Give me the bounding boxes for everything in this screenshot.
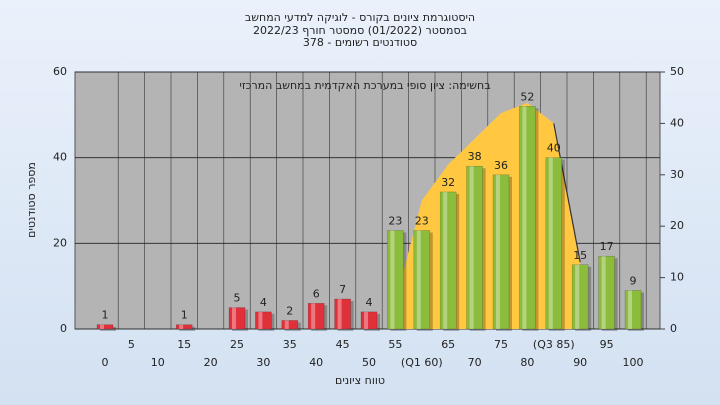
x-tick-label: 25 <box>230 338 244 351</box>
bar <box>334 298 351 330</box>
y2-tick-label: 0 <box>670 322 677 335</box>
data-label: 6 <box>313 287 320 300</box>
x-tick-label: 5 <box>128 338 135 351</box>
data-label: 5 <box>234 292 241 305</box>
x-tick-label: 90 <box>573 356 587 369</box>
x-tick-label: 65 <box>441 338 455 351</box>
bar <box>571 264 589 330</box>
bar <box>96 324 114 330</box>
bar-highlight <box>575 264 580 329</box>
data-label: 9 <box>630 274 637 287</box>
bar-highlight <box>232 307 236 329</box>
bar-highlight <box>337 299 342 329</box>
chart-title: היסטוגרמת ציונים בקורס - לוגיקה למדעי המ… <box>245 11 475 24</box>
bar <box>413 230 431 330</box>
bar-highlight <box>443 191 448 329</box>
x-axis-label: טווח ציונים <box>335 374 385 387</box>
area-edge <box>553 123 581 263</box>
bar <box>387 230 404 330</box>
data-label: 17 <box>600 240 614 253</box>
x-tick-label: 75 <box>494 338 508 351</box>
data-label: 4 <box>260 296 267 309</box>
y2-tick-label: 30 <box>670 168 684 181</box>
data-label: 1 <box>102 309 109 322</box>
bar <box>255 311 272 330</box>
x-tick-label: 45 <box>336 338 350 351</box>
bar-highlight <box>179 324 184 329</box>
y2-tick-label: 20 <box>670 219 684 232</box>
data-label: 36 <box>494 159 508 172</box>
bar-highlight <box>364 311 368 329</box>
bar-highlight <box>522 106 527 330</box>
x-tick-label: 50 <box>362 356 376 369</box>
x-tick-label: (Q1 60) <box>401 356 443 369</box>
data-label: 15 <box>573 249 587 262</box>
bar-highlight <box>284 320 289 329</box>
data-label: 1 <box>181 309 188 322</box>
chart-subtitle: סטודנטים רשומים - 378 <box>303 36 417 49</box>
x-tick-label: 0 <box>102 356 109 369</box>
bar-highlight <box>100 324 104 329</box>
bar-highlight <box>601 256 606 329</box>
bar-highlight <box>548 157 553 329</box>
x-tick-label: 40 <box>309 356 323 369</box>
data-label: 52 <box>520 90 534 103</box>
y-tick-label: 20 <box>53 236 67 249</box>
bar <box>598 255 615 330</box>
bar <box>175 324 193 330</box>
y2-tick-label: 40 <box>670 116 684 129</box>
bar-highlight <box>496 174 500 329</box>
y2-tick-label: 50 <box>670 65 684 78</box>
bar <box>545 157 563 330</box>
x-tick-label: 35 <box>283 338 297 351</box>
bar <box>360 311 378 330</box>
bar <box>466 165 483 330</box>
x-tick-label: 30 <box>256 356 270 369</box>
bar <box>307 303 325 330</box>
x-tick-label: (Q3 85) <box>533 338 575 351</box>
data-label: 23 <box>415 214 429 227</box>
bar-highlight <box>311 303 316 329</box>
bar <box>439 191 457 330</box>
data-label: 4 <box>366 296 373 309</box>
x-tick-label: 95 <box>600 338 614 351</box>
chart-subtitle: בסמסטר (01/2022) סמסטר חורף 2022/23 <box>253 24 467 37</box>
data-label: 38 <box>468 150 482 163</box>
data-label: 40 <box>547 142 561 155</box>
data-label: 32 <box>441 176 455 189</box>
bar <box>228 307 246 330</box>
y2-tick-label: 10 <box>670 271 684 284</box>
y-tick-label: 60 <box>53 65 67 78</box>
bar-highlight <box>390 230 395 329</box>
x-tick-label: 100 <box>623 356 644 369</box>
y-tick-label: 40 <box>53 151 67 164</box>
data-label: 2 <box>286 304 293 317</box>
bar <box>519 106 536 330</box>
x-tick-label: 10 <box>151 356 165 369</box>
bar-highlight <box>469 166 474 329</box>
y-tick-label: 0 <box>60 322 67 335</box>
bar <box>492 174 510 330</box>
bar <box>624 290 642 330</box>
bar-highlight <box>628 290 632 329</box>
data-label: 7 <box>339 283 346 296</box>
x-tick-label: 15 <box>177 338 191 351</box>
annotation: בחשימה: ציון סופי במערכת האקדמית במחשב ה… <box>239 79 490 92</box>
x-tick-label: 80 <box>520 356 534 369</box>
x-tick-label: 20 <box>204 356 218 369</box>
bar <box>281 320 299 330</box>
data-label: 23 <box>388 214 402 227</box>
x-tick-label: 70 <box>468 356 482 369</box>
bar-highlight <box>258 311 263 329</box>
x-tick-label: 55 <box>388 338 402 351</box>
y-axis-label: מספר סטודנטים <box>25 162 38 238</box>
bar-highlight <box>416 230 421 329</box>
